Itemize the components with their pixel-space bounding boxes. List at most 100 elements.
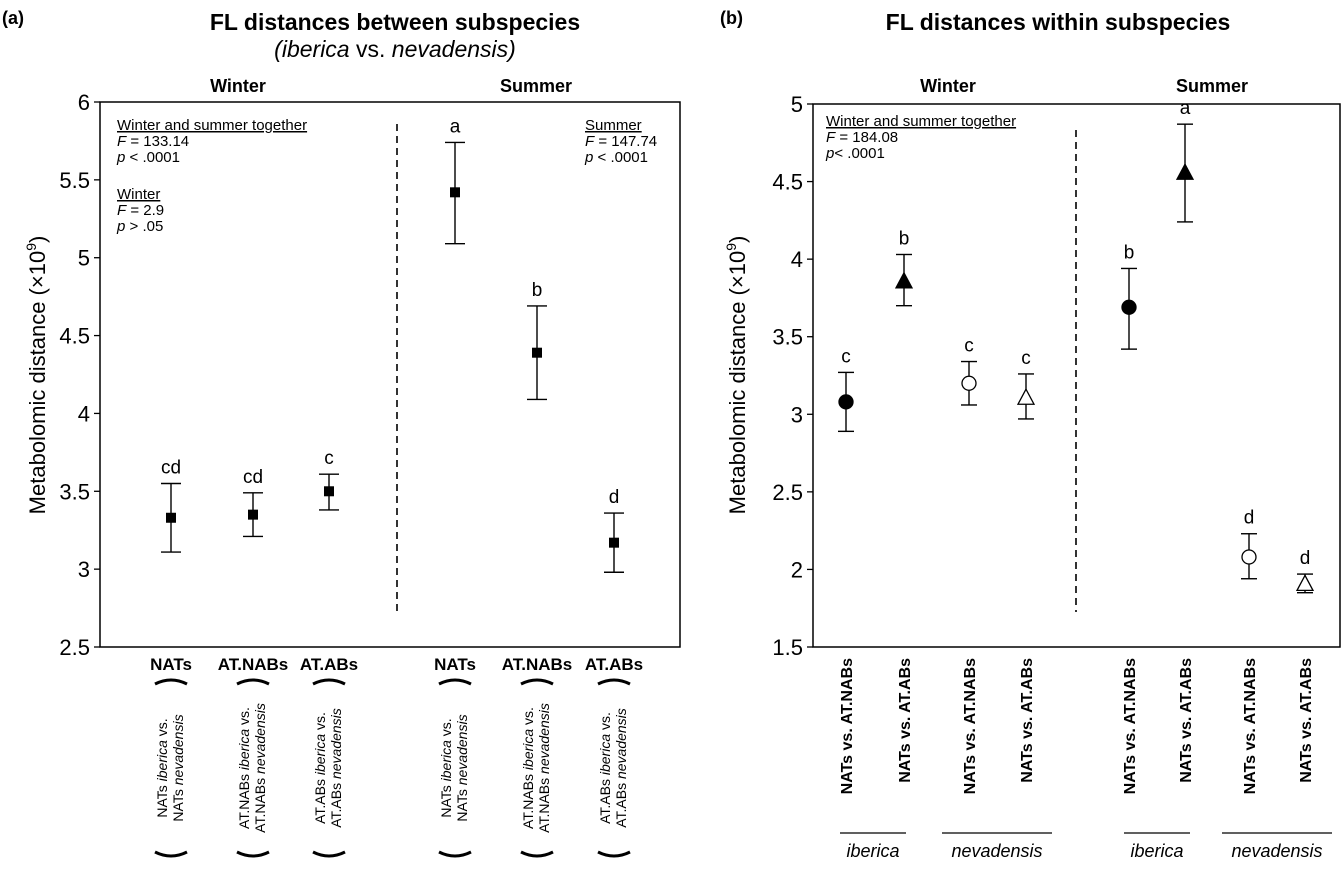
significance-letter: d [1244, 508, 1255, 529]
panel-b-title: FL distances within subspecies [886, 9, 1231, 35]
panel-a-label: (a) [2, 8, 24, 28]
data-point [1016, 387, 1036, 405]
panel-b-x-categories: NATs vs. AT.NABs NATs vs. AT.ABs NATs vs. … [839, 658, 1315, 794]
panel-a-ylabel: Metabolomic distance (×109) [23, 236, 50, 515]
x-category-label: NATs vs. AT.ABs [1298, 658, 1315, 783]
data-point [1121, 299, 1137, 315]
f-value: = 2.9 [126, 202, 164, 219]
data-point [838, 394, 854, 410]
panel-b: (b) FL distances within subspecies Winte… [720, 8, 1341, 861]
label-text: NATs [454, 785, 470, 821]
y-tick-label: 3 [78, 557, 90, 582]
rotated-label-line1: NATs iberica vs. [154, 718, 170, 817]
data-point [961, 375, 977, 391]
label-vs: vs. [312, 712, 328, 734]
x-category-label: AT.ABs [585, 655, 643, 674]
y-tick-label: 5 [78, 246, 90, 271]
label-vs: vs. [438, 718, 454, 740]
stats-summer-f-a: F = 147.74 [585, 133, 657, 150]
label-subspecies: nevadensis [328, 708, 344, 779]
stats-together-p-a: p < .0001 [116, 149, 180, 166]
y-tick-label: 2.5 [59, 635, 90, 660]
x-category-label: NATs vs. AT.ABs [1178, 658, 1195, 783]
y-tick-label: 6 [78, 90, 90, 115]
significance-letter: b [1124, 242, 1135, 263]
label-subspecies: nevadensis [536, 703, 552, 774]
bracket-left [438, 850, 472, 858]
x-category-label: NATs vs. AT.NABs [1122, 658, 1139, 794]
x-category-label: NATs [150, 655, 192, 674]
panel-a-y-ticks: 2.5 3 3.5 4 4.5 5 5.5 6 [59, 90, 100, 660]
label-text: NATs [170, 785, 186, 821]
x-category-label: NATs vs. AT.NABs [1242, 658, 1259, 794]
y-tick-label: 3.5 [59, 479, 90, 504]
stats-together-f-b: F = 184.08 [826, 129, 898, 146]
x-category-label: NATs vs. AT.NABs [839, 658, 856, 794]
significance-letter: b [899, 228, 910, 249]
panel-b-marks: c b c c b a d d [838, 98, 1315, 594]
p-value: < .0001 [593, 149, 648, 166]
x-category-label: NATs [434, 655, 476, 674]
bracket-left [520, 850, 554, 858]
panel-b-season-summer: Summer [1176, 76, 1248, 96]
f-value: = 184.08 [835, 129, 898, 146]
label-text: NATs [438, 781, 454, 817]
stats-summer-p-a: p < .0001 [584, 149, 648, 166]
stats-winter-p-a: p > .05 [116, 218, 163, 235]
ylabel-a-close: ) [25, 236, 50, 243]
panel-b-y-ticks: 1.5 2 2.5 3 3.5 4 4.5 5 [772, 92, 813, 660]
panel-a-title: FL distances between subspecies [210, 9, 580, 35]
panel-b-season-winter: Winter [920, 76, 976, 96]
y-tick-label: 4 [78, 401, 90, 426]
bracket-right [597, 678, 631, 686]
stats-winter-f-a: F = 2.9 [117, 202, 164, 219]
bracket-left [154, 850, 188, 858]
label-subspecies: nevadensis [454, 714, 470, 785]
label-subspecies: iberica [154, 740, 170, 781]
rotated-label-line1: AT.NABs iberica vs. [520, 707, 536, 829]
panel-a-season-summer: Summer [500, 76, 572, 96]
x-category-label: NATs vs. AT.NABs [962, 658, 979, 794]
y-tick-label: 5 [791, 92, 803, 117]
subtitle-close-paren: ) [505, 36, 516, 62]
p-symbol: p [116, 218, 125, 235]
significance-letter: c [964, 336, 974, 357]
rotated-label-line1: AT.NABs iberica vs. [236, 707, 252, 829]
label-vs: vs. [236, 707, 252, 729]
p-symbol: p [825, 145, 834, 162]
stats-winter-label-a: Winter [117, 186, 160, 203]
data-point [324, 486, 334, 497]
significance-letter: c [1021, 348, 1031, 369]
ylabel-b-close: ) [725, 236, 750, 243]
p-symbol: p [584, 149, 593, 166]
f-value: = 133.14 [126, 133, 189, 150]
label-vs: vs. [520, 707, 536, 729]
bracket-left [597, 850, 631, 858]
stats-together-f-a: F = 133.14 [117, 133, 189, 150]
y-tick-label: 4.5 [772, 170, 803, 195]
rotated-label-line2: AT.ABs nevadensis [328, 708, 344, 828]
label-subspecies: iberica [312, 734, 328, 775]
label-text: AT.NABs [252, 774, 268, 833]
stats-together-label-b: Winter and summer together [826, 113, 1016, 130]
data-point [1295, 574, 1315, 592]
label-subspecies: iberica [520, 729, 536, 770]
f-symbol: F [585, 133, 595, 150]
label-text: AT.ABs [597, 775, 613, 824]
rotated-label-line2: AT.NABs nevadensis [252, 703, 268, 833]
subtitle-iberica: iberica [282, 36, 350, 62]
f-symbol: F [117, 133, 127, 150]
x-category-label: AT.NABs [218, 655, 289, 674]
p-value: < .0001 [834, 145, 884, 162]
panel-a-marks: cd cd c a b d [161, 116, 624, 573]
label-vs: vs. [597, 712, 613, 734]
data-point [609, 537, 619, 548]
rotated-label-line2: AT.ABs nevadensis [613, 708, 629, 828]
label-text: AT.ABs [613, 779, 629, 828]
panel-b-ylabel: Metabolomic distance (×109) [723, 236, 750, 515]
x-category-label: NATs vs. AT.ABs [1019, 658, 1036, 783]
label-vs: vs. [154, 718, 170, 740]
rotated-label-line1: NATs iberica vs. [438, 718, 454, 817]
